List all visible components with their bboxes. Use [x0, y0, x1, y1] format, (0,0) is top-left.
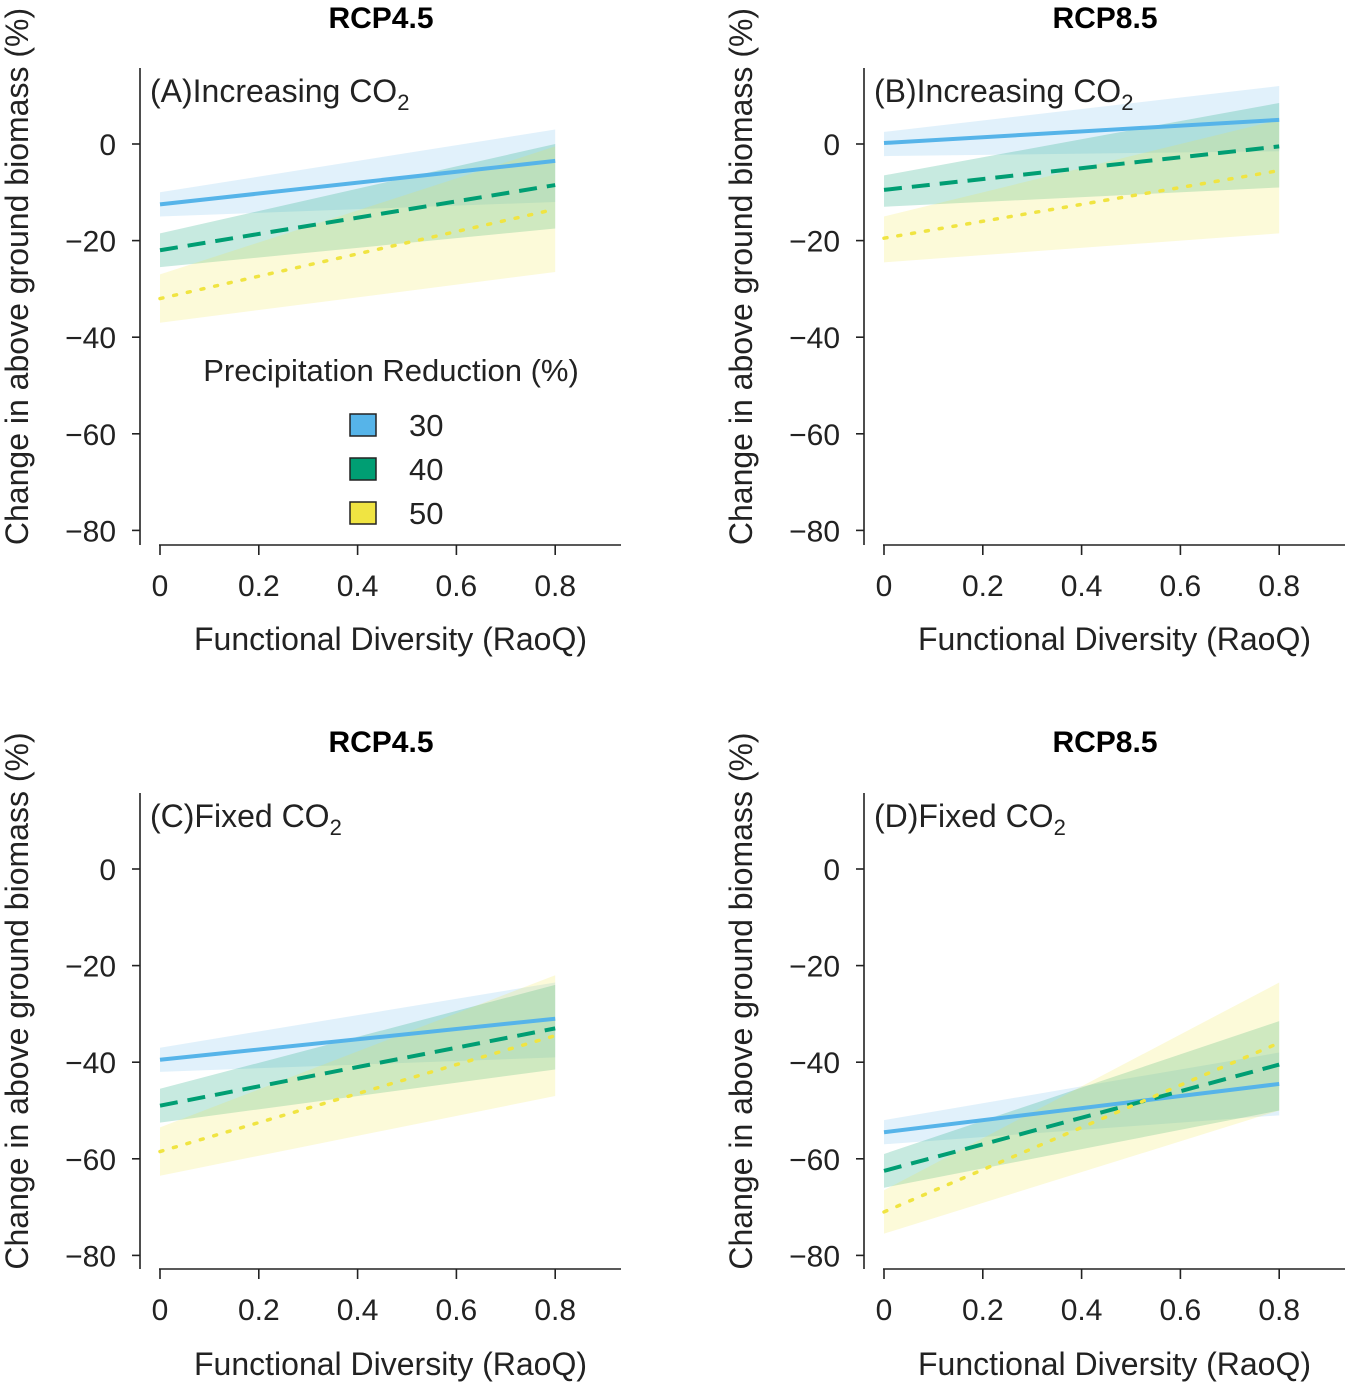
y-tick-label: 0 [823, 129, 840, 162]
x-tick-label: 0 [152, 1294, 169, 1327]
y-tick-label: −40 [789, 322, 840, 355]
series-line-30 [883, 1081, 1280, 1135]
x-tick-label: 0 [152, 570, 169, 603]
series-line-50 [158, 207, 557, 301]
x-axis-label: Functional Diversity (RaoQ) [194, 1346, 587, 1382]
x-axis-label: Functional Diversity (RaoQ) [918, 621, 1311, 657]
x-tick-label: 0.8 [1258, 1294, 1300, 1327]
ci-band-40 [160, 144, 556, 268]
x-tick-label: 0.2 [238, 570, 280, 603]
series-line-50 [882, 1041, 1281, 1214]
legend-swatch-30 [349, 413, 377, 437]
y-tick-label: −80 [65, 515, 116, 548]
y-tick-label: −20 [789, 226, 840, 259]
y-tick-label: −40 [65, 1047, 116, 1080]
series-line-30 [159, 158, 556, 207]
x-tick-label: 0.2 [238, 1294, 280, 1327]
ci-band-50 [160, 146, 556, 323]
y-tick-label: −80 [65, 1240, 116, 1273]
panel-label: (C)Fixed CO2 [150, 798, 342, 840]
legend-label-30: 30 [409, 408, 443, 443]
y-tick-label: −80 [789, 515, 840, 548]
series-line-30 [159, 1016, 556, 1062]
x-tick-label: 0.8 [1258, 570, 1300, 603]
legend: Precipitation Reduction (%) 30 40 50 [203, 353, 579, 531]
y-tick-label: 0 [823, 854, 840, 887]
panel-title: RCP8.5 [1052, 2, 1157, 35]
y-tick-label: −60 [65, 1144, 116, 1177]
x-tick-label: 0.8 [534, 570, 576, 603]
y-tick-label: −60 [789, 419, 840, 452]
series-line-40 [159, 183, 556, 253]
y-tick-label: −20 [65, 226, 116, 259]
x-tick-label: 0.4 [337, 1294, 379, 1327]
y-axis-label: Change in above ground biomass (%) [723, 732, 759, 1269]
legend-label-50: 50 [409, 496, 443, 531]
x-tick-label: 0.6 [436, 1294, 478, 1327]
x-tick-label: 0 [876, 570, 893, 603]
legend-label-40: 40 [409, 452, 443, 487]
series-line-40 [883, 1062, 1280, 1173]
y-tick-label: −60 [65, 419, 116, 452]
panel-label: (A)Increasing CO2 [150, 73, 409, 115]
ci-band-50 [884, 119, 1280, 263]
series-line-50 [158, 1033, 557, 1154]
x-tick-label: 0.6 [1160, 570, 1202, 603]
series-line-40 [159, 1026, 556, 1108]
legend-swatch-50 [349, 501, 377, 525]
series-line-40 [883, 144, 1280, 192]
panel-label: (D)Fixed CO2 [874, 798, 1066, 840]
y-axis-label: Change in above ground biomass (%) [0, 732, 35, 1269]
panel-title: RCP4.5 [328, 726, 433, 759]
x-tick-label: 0.4 [337, 570, 379, 603]
y-tick-label: −40 [65, 322, 116, 355]
y-axis-label: Change in above ground biomass (%) [0, 8, 35, 545]
x-tick-label: 0 [876, 1294, 893, 1327]
y-tick-label: 0 [99, 854, 116, 887]
x-axis-label: Functional Diversity (RaoQ) [194, 621, 587, 657]
panel-label: (B)Increasing CO2 [874, 73, 1133, 115]
panel-title: RCP8.5 [1052, 726, 1157, 759]
x-tick-label: 0.2 [962, 1294, 1004, 1327]
panel-2: 0 −20 −40 −60 −80 0 0.2 0.4 0.6 0.8 RCP8.5 (B)Incre… [723, 2, 1345, 657]
x-axis-label: Functional Diversity (RaoQ) [918, 1346, 1311, 1382]
y-axis-label: Change in above ground biomass (%) [723, 8, 759, 545]
y-tick-label: −40 [789, 1047, 840, 1080]
y-tick-label: −60 [789, 1144, 840, 1177]
panel-3: 0 −20 −40 −60 −80 0 0.2 0.4 0.6 0.8 RCP4.5 (C)Fixed… [0, 726, 621, 1382]
x-tick-label: 0.4 [1061, 570, 1103, 603]
y-tick-label: −20 [789, 951, 840, 984]
x-tick-label: 0.6 [436, 570, 478, 603]
legend-swatch-40 [349, 457, 377, 481]
x-tick-label: 0.8 [534, 1294, 576, 1327]
x-tick-label: 0.4 [1061, 1294, 1103, 1327]
series-line-50 [882, 168, 1281, 240]
y-tick-label: −20 [65, 951, 116, 984]
x-tick-label: 0.6 [1160, 1294, 1202, 1327]
ci-band-50 [160, 975, 556, 1176]
panel-title: RCP4.5 [328, 2, 433, 35]
x-tick-label: 0.2 [962, 570, 1004, 603]
legend-title: Precipitation Reduction (%) [203, 353, 579, 388]
panel-4: 0 −20 −40 −60 −80 0 0.2 0.4 0.6 0.8 RCP8.5 (D)Fixed… [723, 726, 1345, 1382]
series-line-30 [883, 117, 1280, 146]
y-tick-label: −80 [789, 1240, 840, 1273]
y-tick-label: 0 [99, 129, 116, 162]
panel-1: 0 −20 −40 −60 −80 0 0.2 0.4 0.6 0.8 RCP4.5 (A)Incre… [0, 2, 621, 657]
